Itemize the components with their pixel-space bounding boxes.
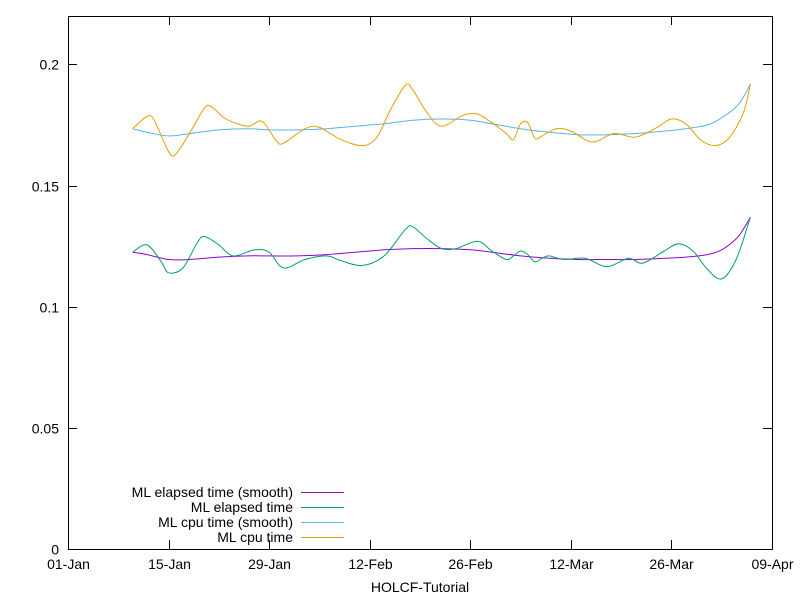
plot-frame bbox=[68, 16, 773, 550]
x-axis-label: HOLCF-Tutorial bbox=[371, 579, 469, 595]
series-line-ml-elapsed-time bbox=[132, 216, 751, 280]
series-layer bbox=[132, 83, 751, 280]
x-tick-label: 26-Feb bbox=[448, 556, 493, 572]
legend-label: ML cpu time bbox=[217, 529, 293, 545]
legend-label: ML elapsed time bbox=[191, 499, 293, 515]
series-line-ml-cpu-time bbox=[132, 83, 751, 157]
series-line-ml-elapsed-time-smooth bbox=[132, 216, 751, 261]
x-tick-label: 26-Mar bbox=[649, 556, 694, 572]
x-tick-label: 15-Jan bbox=[148, 556, 191, 572]
x-axis: 01-Jan 15-Jan 29-Jan 12-Feb 26-Feb 12-Mar 26-M… bbox=[47, 16, 794, 572]
legend: ML elapsed time (smooth)ML elapsed timeM… bbox=[132, 484, 344, 545]
x-tick-label: 12-Mar bbox=[549, 556, 594, 572]
y-tick-label: 0.2 bbox=[40, 57, 60, 73]
y-tick-label: 0.05 bbox=[32, 421, 59, 437]
y-tick-label: 0.1 bbox=[40, 300, 60, 316]
y-tick-label: 0 bbox=[51, 542, 59, 558]
x-tick-label: 09-Apr bbox=[751, 556, 793, 572]
y-axis: 0 0.05 0.1 0.15 0.2 bbox=[32, 57, 772, 558]
legend-label: ML elapsed time (smooth) bbox=[132, 484, 293, 500]
y-tick-label: 0.15 bbox=[32, 179, 59, 195]
x-tick-label: 12-Feb bbox=[348, 556, 393, 572]
series-line-ml-cpu-time-smooth bbox=[132, 83, 751, 137]
x-tick-label: 29-Jan bbox=[248, 556, 291, 572]
legend-label: ML cpu time (smooth) bbox=[158, 514, 293, 530]
x-tick-label: 01-Jan bbox=[47, 556, 90, 572]
